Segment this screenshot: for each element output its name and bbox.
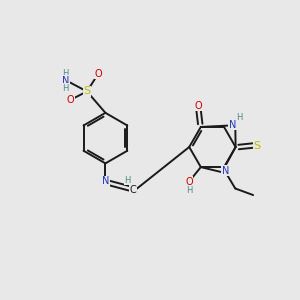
Text: H: H — [236, 113, 243, 122]
Text: O: O — [194, 100, 202, 111]
Text: N: N — [61, 76, 69, 86]
Text: H: H — [62, 69, 68, 78]
Text: H: H — [62, 84, 68, 93]
Text: N: N — [102, 176, 109, 186]
Text: S: S — [83, 86, 91, 96]
Text: S: S — [254, 140, 261, 151]
Text: C: C — [129, 184, 136, 194]
Text: H: H — [186, 186, 192, 195]
Text: O: O — [185, 177, 193, 187]
Text: O: O — [67, 95, 74, 105]
Text: O: O — [94, 69, 102, 79]
Text: N: N — [222, 166, 229, 176]
Text: H: H — [124, 176, 130, 184]
Text: N: N — [229, 120, 236, 130]
